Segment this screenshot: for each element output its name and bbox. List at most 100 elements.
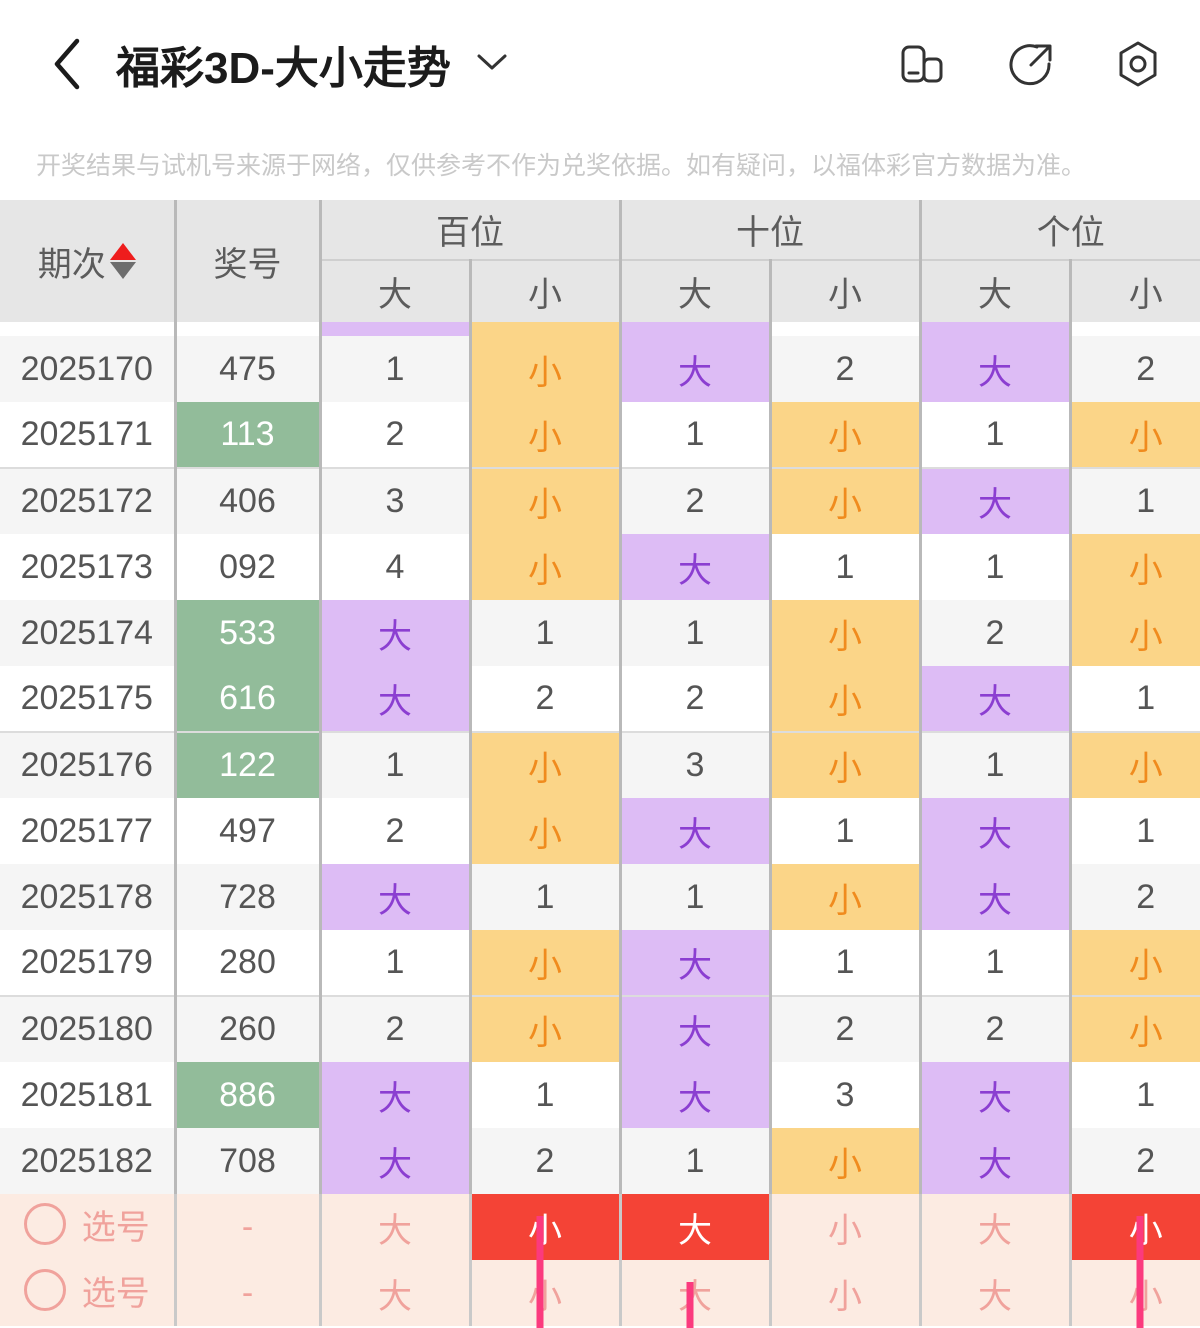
cell-value: 2 (1070, 336, 1200, 402)
back-button[interactable] (40, 37, 94, 91)
pick-cell[interactable]: 小 (470, 1260, 622, 1326)
pick-cell[interactable]: 大 (320, 1260, 472, 1326)
cell-value: 小 (1070, 402, 1200, 468)
group-header-units: 个位 (920, 200, 1200, 261)
cell-period: 2025175 (0, 666, 177, 732)
sort-ascending-arrow[interactable] (109, 243, 136, 260)
pick-checkbox-circle-icon[interactable] (23, 1269, 66, 1312)
table-row[interactable]: 2025171 113 2 小 1 小 1 小 (0, 402, 1200, 468)
cell-period: 2025172 (0, 467, 177, 534)
cell-value: 小 (470, 467, 622, 534)
cell-award-number: 533 (175, 600, 322, 666)
pick-cell[interactable]: 大 (620, 1260, 772, 1326)
cell-value: 小 (470, 731, 622, 798)
table-row[interactable]: 2025178 728 大 1 1 小大 2 (0, 864, 1200, 930)
table-row[interactable]: 2025181 886 大 1 大 3 大 1 (0, 1062, 1200, 1128)
title-group[interactable]: 福彩3D-大小走势 (116, 32, 509, 96)
pick-row[interactable]: 选号 - 大小大小大小 (0, 1194, 1200, 1260)
table-row[interactable]: 2025173 092 4 小大 1 1 小 (0, 534, 1200, 600)
cell-award-number: 886 (175, 1062, 322, 1128)
col-header-award[interactable]: 奖号 (175, 200, 322, 322)
pick-row-label-cell[interactable]: 选号 (0, 1194, 177, 1260)
cell-value: 2 (320, 402, 472, 468)
pick-cell-selected[interactable]: 小 (1070, 1194, 1200, 1260)
cell-value: 小 (1070, 731, 1200, 798)
cell-period: 2025173 (0, 534, 177, 600)
sub-header-hundreds-big: 大 (320, 260, 472, 322)
cell-value: 小 (470, 336, 622, 402)
share-icon[interactable] (1004, 38, 1056, 90)
cell-value: 1 (1070, 798, 1200, 864)
pick-row[interactable]: 选号 - 大小大小大小 (0, 1260, 1200, 1326)
pick-checkbox-circle-icon[interactable] (23, 1203, 66, 1246)
pick-cell[interactable]: 小 (1070, 1260, 1200, 1326)
cell-value: 2 (470, 1128, 622, 1194)
cell-value: 1 (920, 731, 1072, 798)
cell-period: 2025178 (0, 864, 177, 930)
table-row[interactable]: 2025180 260 2 小大 2 2 小 (0, 995, 1200, 1062)
pick-cell-selected[interactable]: 大 (620, 1194, 772, 1260)
table-cell-partial (320, 322, 472, 336)
cell-period: 2025171 (0, 402, 177, 468)
sort-descending-arrow[interactable] (109, 262, 136, 279)
pick-cell-selected[interactable]: 小 (470, 1194, 622, 1260)
table-row[interactable]: 2025172 406 3 小 2 小大 1 (0, 467, 1200, 534)
cell-value: 大 (920, 864, 1072, 930)
cell-value: 小 (470, 995, 622, 1062)
cell-value: 1 (620, 402, 772, 468)
table-row[interactable]: 2025175 616 大 2 2 小大 1 (0, 666, 1200, 732)
pick-cell[interactable]: 大 (920, 1260, 1072, 1326)
group-header-hundreds: 百位 (320, 200, 622, 261)
cell-value: 2 (1070, 1128, 1200, 1194)
cell-period: 2025179 (0, 930, 177, 996)
pick-cell[interactable]: 小 (770, 1194, 922, 1260)
table-cell-partial (770, 322, 922, 336)
table-row[interactable]: 2025170 475 1 小大 2 大 2 (0, 336, 1200, 402)
chevron-down-icon[interactable] (475, 51, 509, 78)
table-row[interactable]: 2025182 708 大 2 1 小大 2 (0, 1128, 1200, 1194)
pick-cell[interactable]: 大 (320, 1194, 472, 1260)
sort-control[interactable] (109, 243, 136, 279)
cell-value: 小 (1070, 534, 1200, 600)
group-header-tens: 十位 (620, 200, 922, 261)
sub-header-units-big: 大 (920, 260, 1072, 322)
table-row[interactable]: 2025176 122 1 小 3 小 1 小 (0, 731, 1200, 798)
table-row[interactable]: 2025177 497 2 小大 1 大 1 (0, 798, 1200, 864)
cell-value: 小 (470, 930, 622, 996)
cell-value: 小 (770, 666, 922, 732)
cell-value: 2 (470, 666, 622, 732)
cell-value: 小 (770, 402, 922, 468)
cell-period: 2025177 (0, 798, 177, 864)
cell-value: 1 (1070, 666, 1200, 732)
pick-cell[interactable]: 大 (920, 1194, 1072, 1260)
sub-header-hundreds-small: 小 (470, 260, 622, 322)
cell-value: 大 (920, 1062, 1072, 1128)
settings-hex-icon[interactable] (1112, 38, 1164, 90)
cell-value: 大 (620, 930, 772, 996)
cell-value: 大 (320, 864, 472, 930)
cell-value: 1 (1070, 467, 1200, 534)
cell-value: 小 (470, 402, 622, 468)
cell-value: 1 (470, 1062, 622, 1128)
pick-cell[interactable]: 小 (770, 1260, 922, 1326)
table-cell-partial (620, 322, 772, 336)
table-row[interactable]: 2025174 533 大 1 1 小 2 小 (0, 600, 1200, 666)
cell-value: 1 (620, 864, 772, 930)
cell-value: 2 (920, 995, 1072, 1062)
cell-award-number: 616 (175, 666, 322, 732)
cell-value: 1 (770, 798, 922, 864)
cell-value: 2 (620, 666, 772, 732)
cell-value: 1 (620, 1128, 772, 1194)
table-row[interactable]: 2025179 280 1 小大 1 1 小 (0, 930, 1200, 996)
layout-toggle-icon[interactable] (896, 38, 948, 90)
cell-value: 大 (620, 995, 772, 1062)
cell-value: 2 (920, 600, 1072, 666)
table-cell-partial (1070, 322, 1200, 336)
col-header-period[interactable]: 期次 (0, 200, 177, 322)
cell-value: 大 (920, 1128, 1072, 1194)
cell-value: 2 (320, 798, 472, 864)
pick-row-label-cell[interactable]: 选号 (0, 1260, 177, 1326)
cell-value: 大 (320, 666, 472, 732)
cell-period: 2025176 (0, 731, 177, 798)
cell-value: 1 (920, 402, 1072, 468)
